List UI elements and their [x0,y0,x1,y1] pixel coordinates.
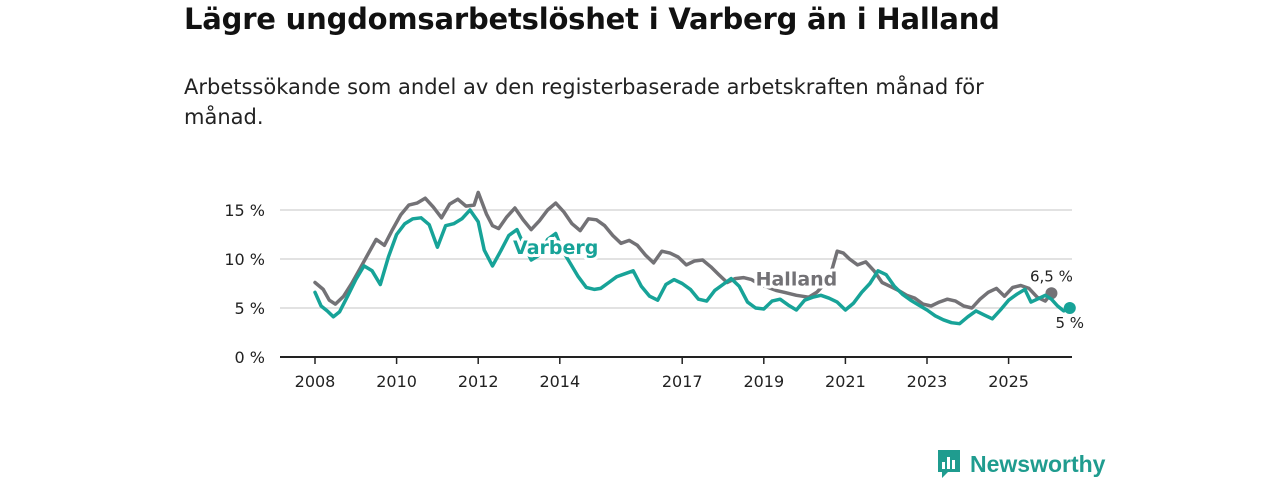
x-tick-label: 2008 [295,372,336,391]
end-label-varberg: 5 % [1056,314,1085,332]
x-tick-label: 2012 [458,372,499,391]
y-tick-label: 10 % [224,250,265,269]
series-line-halland [313,190,1054,310]
x-tick-label: 2021 [825,372,866,391]
end-point-varberg [1063,302,1076,314]
x-tick-label: 2014 [539,372,580,391]
x-tick-label: 2010 [376,372,417,391]
x-tick-label: 2023 [907,372,948,391]
series-label-halo: Varberg [513,237,598,259]
newsworthy-logo: Newsworthy [936,448,1105,480]
end-label-halland: 6,5 % [1030,267,1073,285]
chart-subtitle: Arbetssökande som andel av den registerb… [184,75,984,129]
x-tick-label: 2025 [988,372,1029,391]
y-tick-label: 5 % [235,299,265,318]
series-lines [313,190,1076,326]
y-axis-ticks: 0 % 5 % 10 % 15 % [224,201,265,367]
series-label-halland: Halland [756,268,838,290]
x-tick-label: 2019 [743,372,784,391]
series-label-halo: Halland [756,268,838,290]
y-tick-label: 0 % [235,348,265,367]
y-tick-label: 15 % [224,201,265,220]
chart-title: Lägre ungdomsarbetslöshet i Varberg än i… [184,2,1000,36]
bar-chart-speech-bubble-icon [938,450,960,478]
series-label-varberg: Varberg [513,237,598,259]
x-tick-label: 2017 [662,372,703,391]
series-line-varberg [313,208,1072,326]
x-axis: 2008 2010 2012 2014 2017 2019 2021 2023 2025 [280,356,1072,391]
y-gridlines [280,209,1072,309]
brand-name: Newsworthy [970,450,1106,477]
